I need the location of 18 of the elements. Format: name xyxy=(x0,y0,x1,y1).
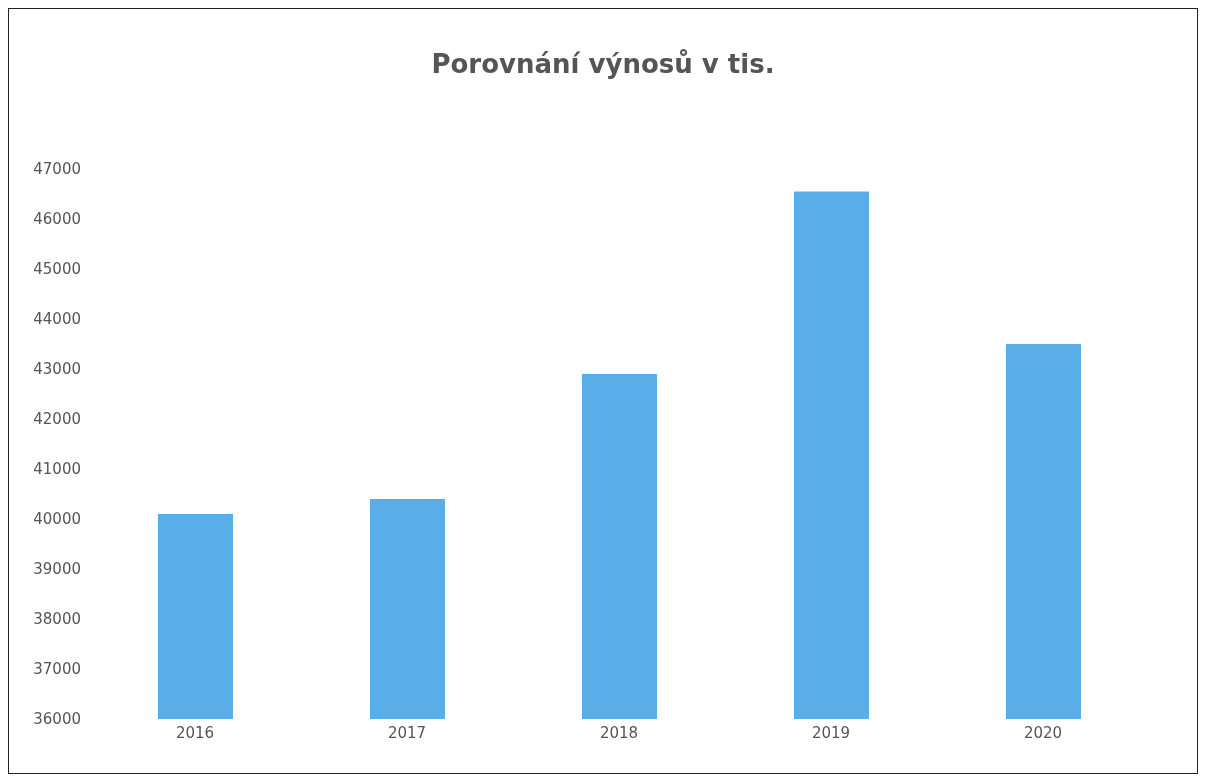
y-tick-label: 45000 xyxy=(33,260,81,279)
y-tick-label: 40000 xyxy=(33,510,81,529)
x-tick-label: 2017 xyxy=(387,723,427,742)
y-tick-label: 43000 xyxy=(33,360,81,379)
x-tick-label: 2018 xyxy=(599,723,639,742)
x-tick-label: 2019 xyxy=(811,723,851,742)
y-tick-label: 39000 xyxy=(33,560,81,579)
y-tick-label: 42000 xyxy=(33,410,81,429)
y-tick-label: 36000 xyxy=(33,710,81,729)
chart-title: Porovnání výnosů v tis. xyxy=(430,48,776,81)
y-tick-label: 44000 xyxy=(33,310,81,329)
x-tick-label: 2016 xyxy=(175,723,215,742)
x-tick-label: 2020 xyxy=(1023,723,1063,742)
y-tick-label: 38000 xyxy=(33,610,81,629)
y-tick-label: 37000 xyxy=(33,660,81,679)
y-tick-label: 46000 xyxy=(33,210,81,229)
y-tick-label: 41000 xyxy=(33,460,81,479)
y-tick-label: 47000 xyxy=(33,160,81,179)
